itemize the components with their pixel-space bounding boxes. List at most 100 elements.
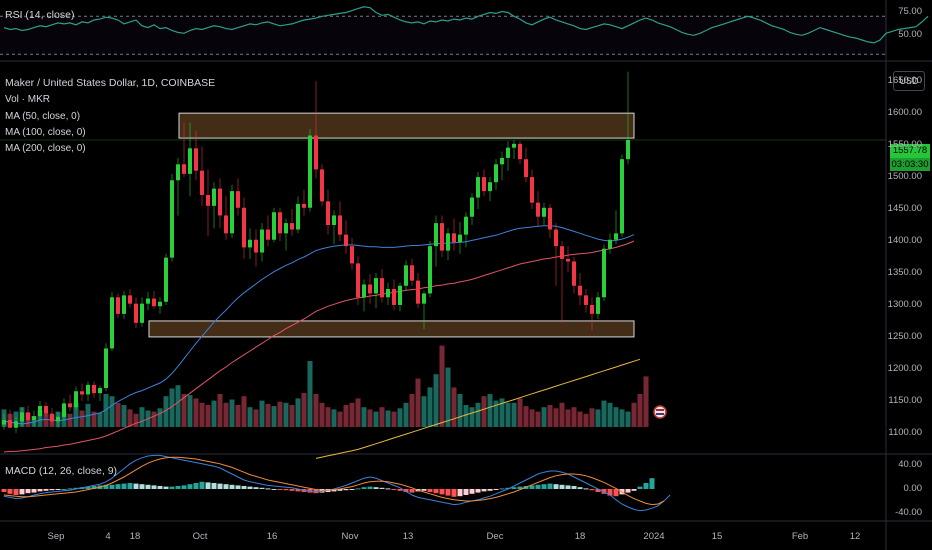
candle-body	[50, 413, 54, 422]
macd-histogram-bar	[229, 484, 235, 489]
volume-bar	[97, 412, 103, 427]
macd-histogram-bar	[259, 487, 265, 489]
volume-bar	[103, 394, 109, 427]
macd-histogram-bar	[25, 489, 31, 494]
candle-body	[302, 203, 306, 208]
volume-bar	[553, 408, 559, 427]
macd-histogram-bar	[277, 489, 283, 490]
volume-bar	[631, 402, 637, 427]
macd-histogram-bar	[295, 489, 301, 492]
candle-body	[272, 212, 276, 240]
candle-body	[182, 164, 186, 174]
volume-bar	[133, 413, 139, 427]
macd-histogram-bar	[643, 483, 649, 489]
macd-histogram-bar	[565, 485, 571, 489]
candle-body	[260, 229, 264, 253]
zone-support	[148, 320, 635, 338]
candle-body	[560, 246, 564, 259]
macd-histogram-bar	[55, 489, 61, 490]
volume-bar	[367, 409, 373, 427]
volume-bar	[499, 398, 505, 427]
macd-histogram-bar	[403, 489, 409, 492]
macd-histogram-bar	[433, 489, 439, 494]
volume-bar	[193, 398, 199, 427]
candle-body	[356, 263, 360, 298]
macd-histogram-bar	[481, 489, 487, 492]
macd-histogram-bar	[367, 486, 373, 489]
volume-bar	[151, 411, 157, 427]
candle-body	[380, 278, 384, 298]
ma-line	[3, 240, 635, 453]
candle-body	[284, 223, 288, 234]
x-tick-label: Dec	[486, 531, 504, 542]
ma-line	[315, 358, 641, 459]
candle-body	[236, 191, 240, 208]
volume-bar	[565, 409, 571, 427]
macd-histogram-bar	[235, 485, 241, 489]
volume-bar	[199, 402, 205, 427]
macd-histogram-bar	[649, 478, 655, 489]
volume-bar	[187, 395, 193, 427]
candle-body	[212, 188, 216, 206]
macd-histogram-bar	[49, 489, 55, 491]
volume-bar	[307, 361, 313, 427]
candle-body	[416, 280, 420, 304]
volume-bar	[397, 408, 403, 427]
candle-body	[158, 301, 162, 307]
us-flag-icon	[656, 413, 664, 415]
rsi-title: RSI (14, close)	[5, 9, 75, 21]
macd-histogram-bar	[397, 489, 403, 491]
price-y-tick: 1650.00	[887, 75, 922, 87]
x-tick-label: 16	[266, 531, 278, 542]
volume-bar	[385, 410, 391, 427]
us-flag-icon	[653, 405, 667, 419]
candle-body	[206, 194, 210, 206]
macd-histogram-bar	[577, 487, 583, 489]
countdown-label: 03:03:30	[890, 158, 930, 171]
macd-histogram-bar	[7, 489, 13, 494]
price-y-tick: 1300.00	[887, 298, 922, 310]
volume-bar	[451, 387, 457, 427]
macd-histogram-bar	[319, 489, 325, 493]
macd-histogram-bar	[607, 489, 613, 496]
candle-body	[104, 348, 108, 389]
volume-bar	[595, 409, 601, 427]
candle-body	[92, 384, 96, 394]
candle-body	[116, 297, 120, 314]
candle-body	[338, 215, 342, 235]
candle-body	[140, 303, 144, 323]
macd-histogram-bar	[613, 489, 619, 497]
price-y-tick: 1250.00	[887, 330, 922, 342]
indicator-ma50: MA (50, close, 0)	[5, 111, 81, 122]
macd-histogram-bar	[583, 488, 589, 490]
macd-histogram-bar	[1, 489, 7, 492]
candle-body	[320, 169, 324, 202]
price-y-tick: 1400.00	[887, 235, 922, 247]
volume-bar	[529, 409, 535, 427]
volume-bar	[241, 396, 247, 427]
volume-bar	[487, 394, 493, 427]
last-price-label: 1557.78	[890, 144, 930, 158]
candle-body	[20, 412, 24, 422]
macd-histogram-bar	[541, 484, 547, 489]
volume-bar	[253, 409, 259, 427]
candle-body	[476, 177, 480, 198]
volume-bar	[157, 408, 163, 427]
volume-bar	[361, 407, 367, 427]
macd-histogram-bar	[175, 486, 181, 489]
candle-body	[578, 285, 582, 296]
macd-histogram-bar	[13, 489, 19, 495]
macd-histogram-bar	[625, 489, 631, 493]
candle-body	[164, 257, 168, 302]
volume-bar	[415, 378, 421, 427]
candle-body	[254, 239, 258, 253]
volume-bar	[637, 394, 643, 427]
price-y-tick: 1600.00	[887, 107, 922, 119]
volume-bar	[289, 405, 295, 427]
volume-bar	[373, 411, 379, 427]
candle-body	[26, 412, 30, 421]
currency-button[interactable]: USD	[893, 71, 925, 91]
macd-histogram-bar	[127, 483, 133, 489]
macd-histogram-bar	[385, 488, 391, 490]
macd-histogram-bar	[553, 484, 559, 489]
